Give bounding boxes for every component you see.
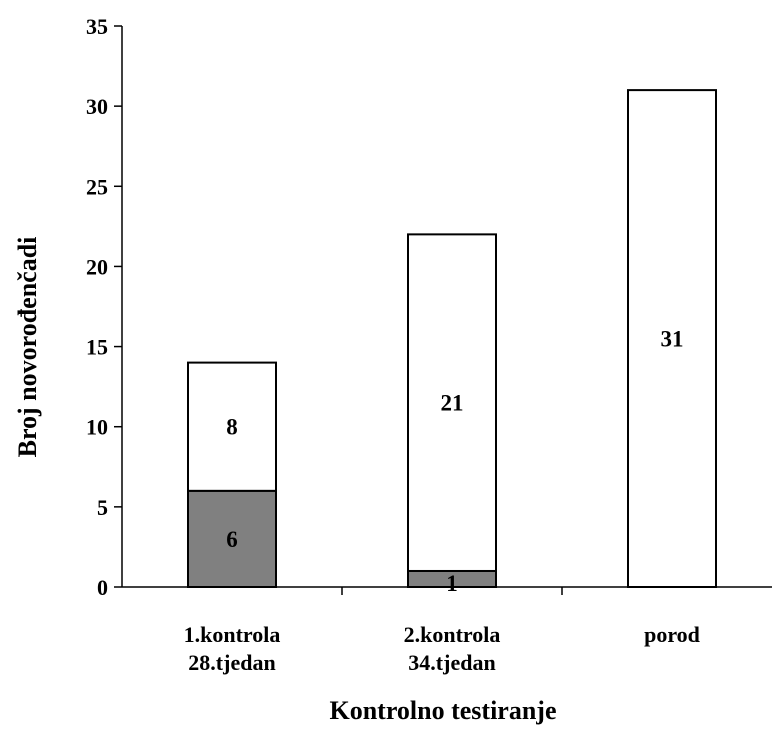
bar-2-series-2 [407, 233, 497, 572]
y-tick-label: 10 [86, 415, 108, 440]
x-category-label: 1.kontrola [184, 622, 281, 647]
y-tick-label: 20 [86, 254, 108, 279]
x-axis-title: Kontrolno testiranje [330, 696, 557, 725]
bar-1-series-1 [187, 489, 277, 589]
bar-1-series-2 [187, 361, 277, 492]
y-tick-label: 15 [86, 335, 108, 360]
data-label-3-series-2: 31 [661, 327, 684, 352]
data-label-1-series-2: 8 [226, 415, 238, 440]
y-tick-label: 0 [97, 575, 108, 600]
y-tick-label: 35 [86, 14, 108, 39]
x-category-label: porod [644, 622, 700, 647]
data-label-2-series-1: 1 [446, 571, 458, 596]
axes-group [114, 25, 772, 595]
x-category-label: 28.tjedan [188, 650, 275, 675]
labels-group: 6 8 1 21 31 0 5 10 15 20 25 30 35 1.kontrola 28.tjedan… [86, 14, 700, 675]
y-tick-label: 25 [86, 174, 108, 199]
y-tick-label: 5 [97, 495, 108, 520]
data-label-2-series-2: 21 [441, 391, 464, 416]
x-category-label: 34.tjedan [408, 650, 495, 675]
y-axis-title: Broj novorođenčadi [13, 237, 42, 458]
y-tick-label: 30 [86, 94, 108, 119]
data-label-1-series-1: 6 [226, 527, 238, 552]
bars-group [187, 89, 717, 589]
x-category-label: 2.kontrola [404, 622, 501, 647]
